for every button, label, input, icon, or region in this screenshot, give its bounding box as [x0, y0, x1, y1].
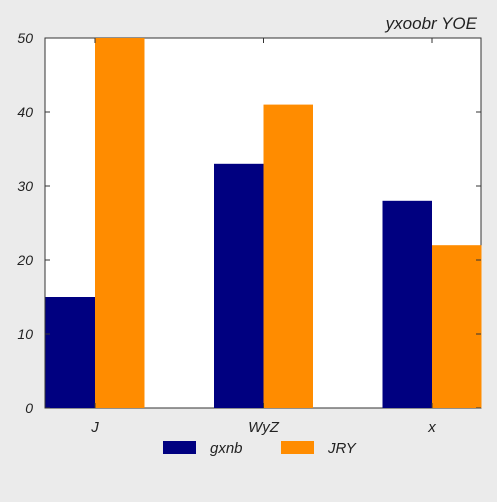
y-axis: 0 10 20 30 40 50 [16, 30, 481, 416]
legend: gxnb JRY [163, 440, 357, 457]
y-tick-label: 40 [17, 104, 33, 120]
bar-JRY-J [95, 38, 145, 408]
y-tick-label: 30 [17, 178, 33, 194]
y-tick-label: 10 [17, 326, 33, 342]
chart-title: yxoobr YOE [385, 14, 478, 33]
y-tick-label: 0 [25, 400, 33, 416]
bar-gxnb-x [382, 200, 432, 408]
legend-label-JRY: JRY [327, 440, 357, 457]
x-axis: J WyZ x [90, 38, 436, 436]
x-tick-label: J [90, 419, 99, 436]
legend-label-gxnb: gxnb [210, 440, 243, 457]
bar-gxnb-WyZ [214, 163, 264, 408]
bar-JRY-x [432, 245, 482, 408]
y-tick-label: 20 [16, 252, 33, 268]
legend-swatch-gxnb [163, 441, 196, 454]
y-tick-label: 50 [17, 30, 33, 46]
x-tick-label: WyZ [248, 419, 280, 436]
x-tick-label: x [427, 419, 436, 436]
bars-group [45, 38, 482, 408]
bar-gxnb-J [45, 297, 95, 408]
bar-JRY-WyZ [263, 104, 313, 408]
legend-swatch-JRY [281, 441, 314, 454]
